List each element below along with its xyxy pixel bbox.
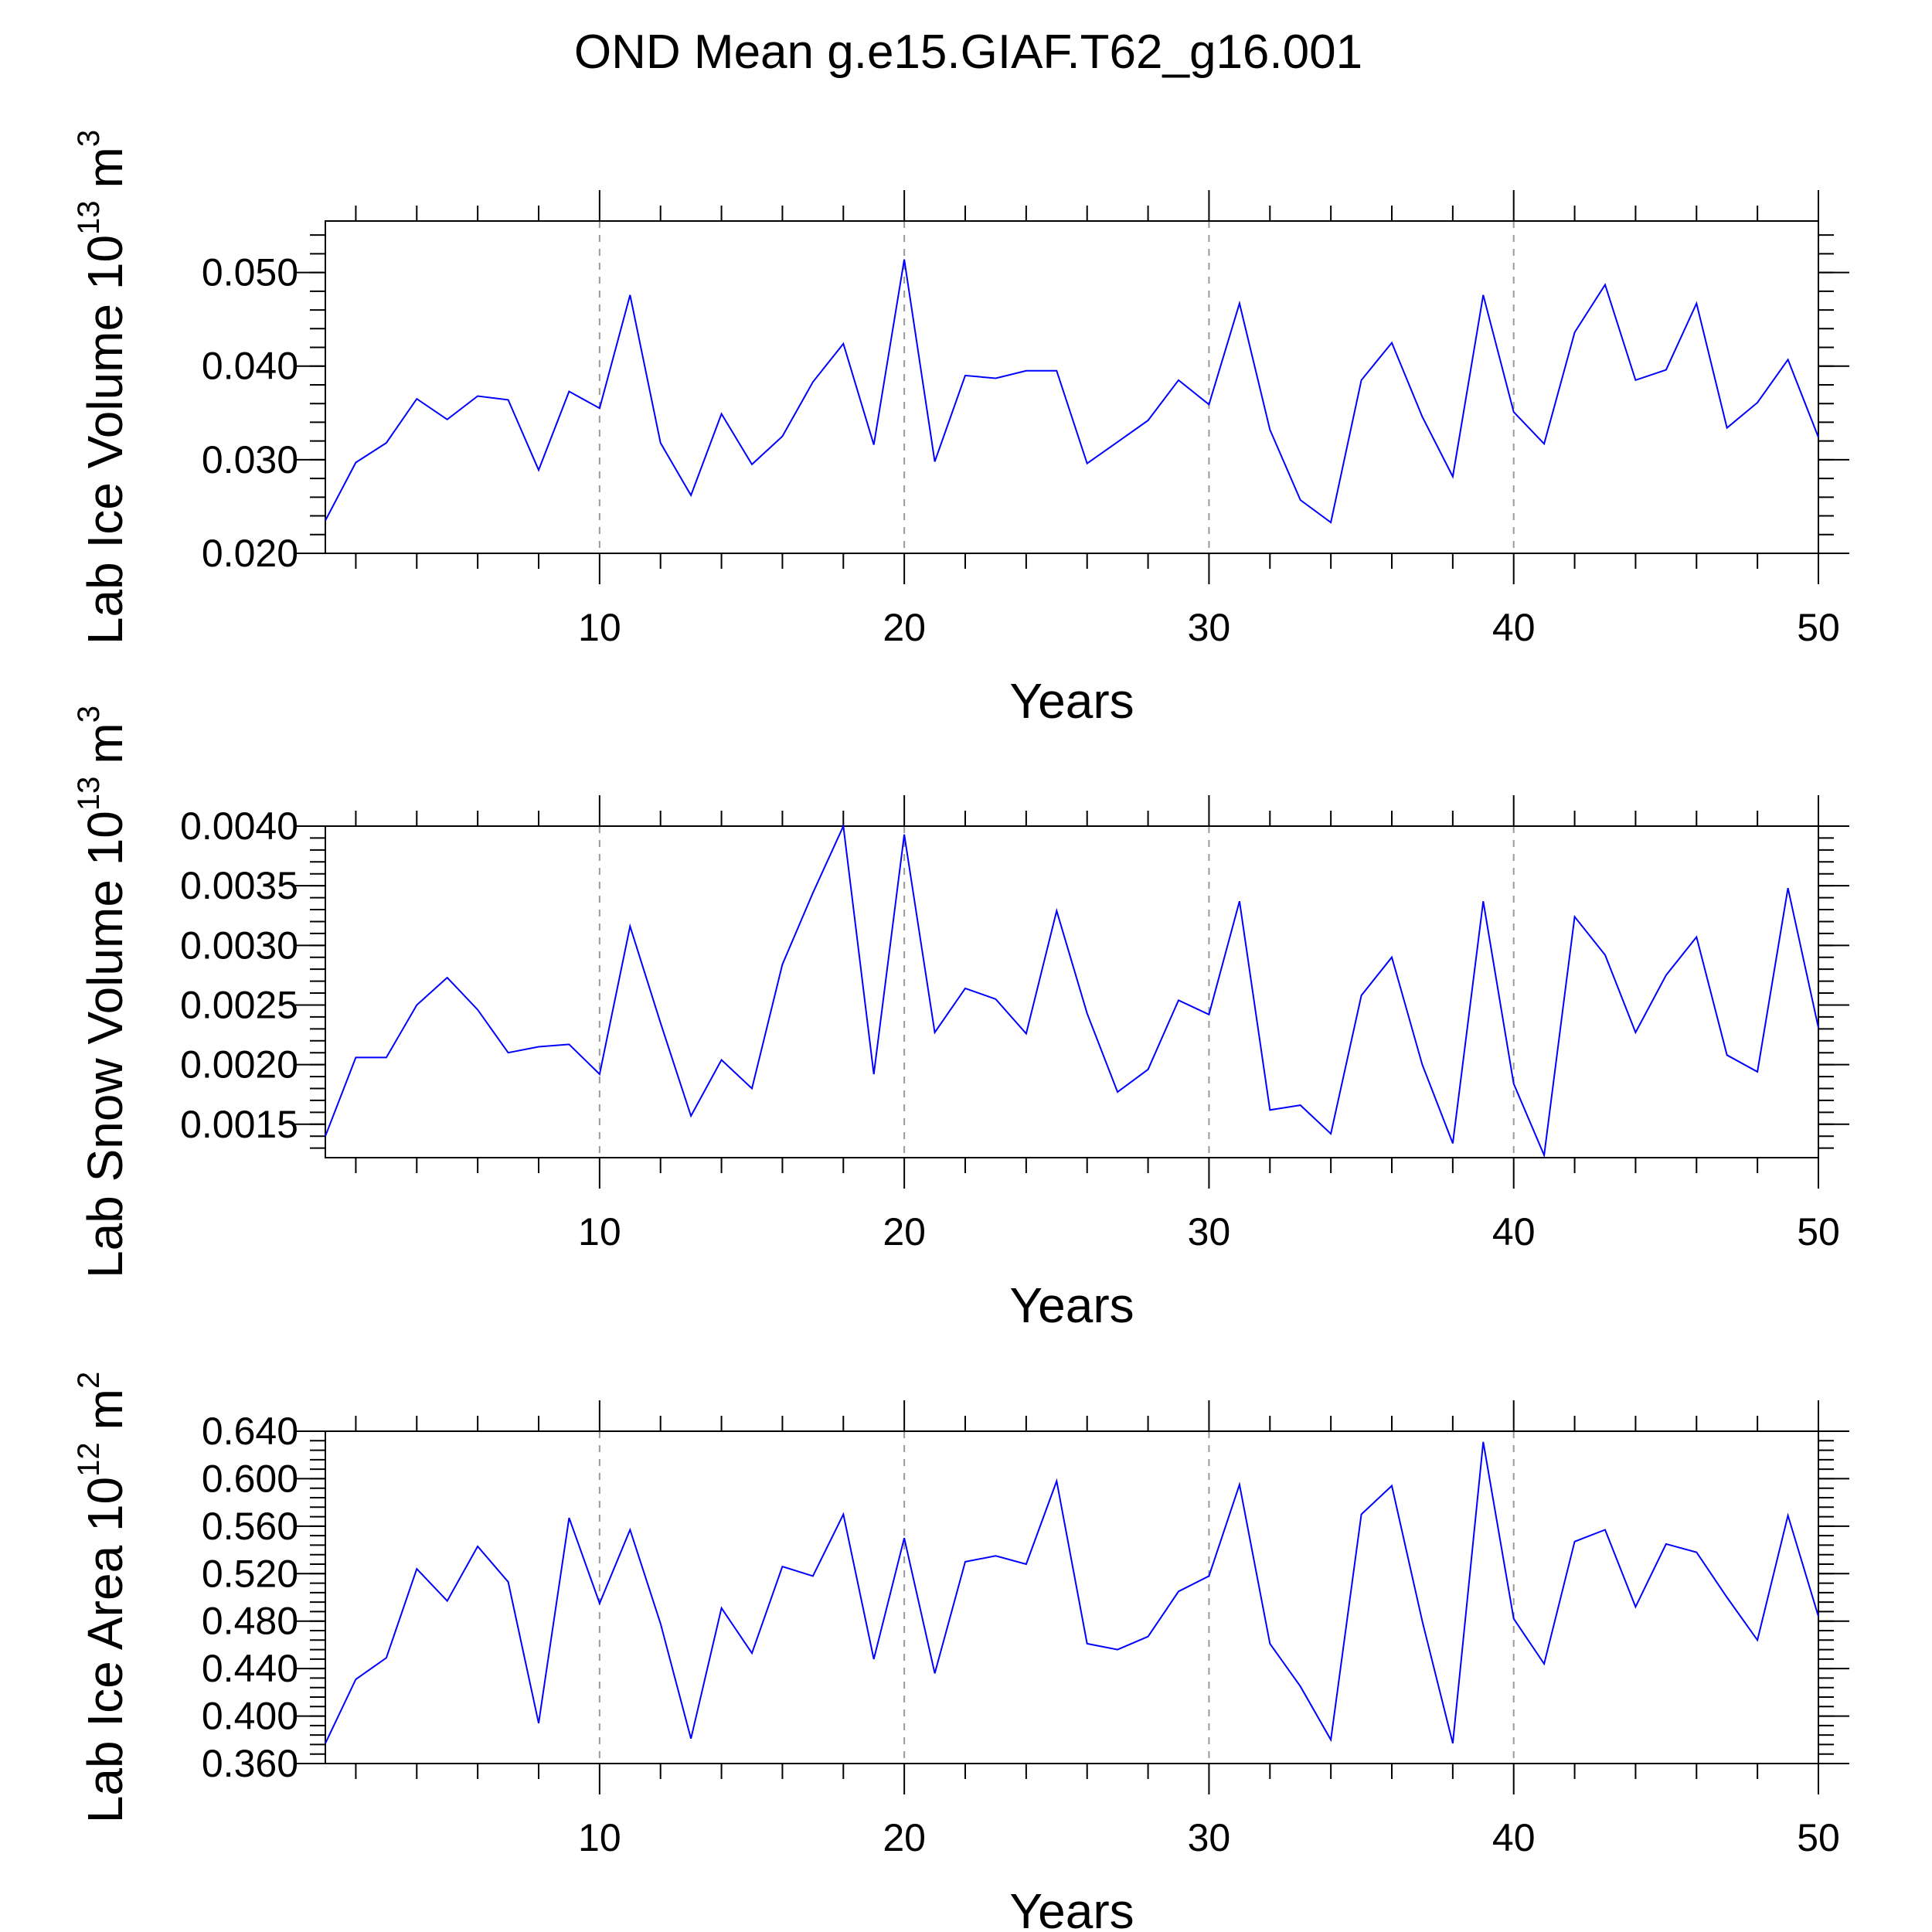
y-tick-label: 0.0030 xyxy=(180,923,298,967)
plot-frame xyxy=(325,1430,1819,1764)
y-axis-label-unit: m xyxy=(77,1389,133,1430)
y-axis-label-unit-exponent: 3 xyxy=(72,130,106,147)
x-tick-label: 10 xyxy=(578,1816,621,1859)
y-axis-label-text: Lab Ice Volume 10 xyxy=(77,235,133,645)
x-tick-label: 40 xyxy=(1492,1816,1536,1859)
x-tick-label: 20 xyxy=(883,1210,926,1253)
y-tick-label: 0.0035 xyxy=(180,864,298,907)
x-tick-label: 30 xyxy=(1188,606,1231,649)
y-axis-label: Lab Ice Volume 1013 m3 xyxy=(72,130,133,645)
y-axis-label-text: Lab Ice Area 10 xyxy=(77,1477,133,1823)
y-axis-label-text: Lab Snow Volume 10 xyxy=(77,811,133,1278)
y-tick-label: 0.600 xyxy=(202,1457,298,1500)
y-tick-label: 0.440 xyxy=(202,1647,298,1690)
y-axis-label: Lab Snow Volume 1013 m3 xyxy=(72,706,133,1278)
y-tick-label: 0.560 xyxy=(202,1505,298,1548)
y-axis-label-unit-exponent: 3 xyxy=(72,706,106,723)
y-tick-label: 0.400 xyxy=(202,1695,298,1738)
y-tick-label: 0.040 xyxy=(202,345,298,388)
series-line xyxy=(325,1441,1819,1744)
y-tick-label: 0.520 xyxy=(202,1552,298,1595)
panel-2: 10 20 30 40 50 0.0015 0.0020 0.0025 0.0030 0.0035… xyxy=(72,706,1849,1333)
y-tick-label: 0.0020 xyxy=(180,1043,298,1087)
x-axis-label: Years xyxy=(1009,1883,1134,1932)
plot-frame xyxy=(325,825,1819,1158)
x-tick-label: 40 xyxy=(1492,1210,1536,1253)
y-tick-label: 0.050 xyxy=(202,251,298,294)
series-line xyxy=(325,259,1819,524)
panel-1: 10 20 30 40 50 0.020 0.030 0.040 0.050 Years Lab I… xyxy=(72,130,1849,729)
x-tick-label: 20 xyxy=(883,1816,926,1859)
y-axis-label-unit: m xyxy=(77,147,133,188)
y-tick-label: 0.360 xyxy=(202,1742,298,1785)
series-line xyxy=(325,823,1819,1158)
y-axis-label-unit-exponent: 2 xyxy=(72,1372,106,1389)
y-axis-label-exponent: 12 xyxy=(72,1442,106,1477)
x-tick-label: 50 xyxy=(1797,1816,1840,1859)
x-tick-label: 50 xyxy=(1797,1210,1840,1253)
y-tick-label: 0.0025 xyxy=(180,983,298,1026)
x-axis-label: Years xyxy=(1009,1277,1134,1333)
x-axis-label: Years xyxy=(1009,673,1134,729)
plot-frame xyxy=(325,220,1819,554)
y-axis-label-exponent: 13 xyxy=(72,200,106,235)
x-tick-label: 10 xyxy=(578,606,621,649)
y-tick-label: 0.640 xyxy=(202,1410,298,1453)
x-tick-label: 40 xyxy=(1492,606,1536,649)
y-axis-label: Lab Ice Area 1012 m2 xyxy=(72,1372,133,1823)
x-tick-label: 30 xyxy=(1188,1816,1231,1859)
x-tick-label: 20 xyxy=(883,606,926,649)
y-tick-label: 0.0015 xyxy=(180,1103,298,1146)
y-tick-label: 0.0040 xyxy=(180,804,298,848)
x-tick-label: 30 xyxy=(1188,1210,1231,1253)
y-tick-label: 0.030 xyxy=(202,438,298,481)
y-axis-label-exponent: 13 xyxy=(72,777,106,811)
y-tick-label: 0.020 xyxy=(202,532,298,575)
chart-title: OND Mean g.e15.GIAF.T62_g16.001 xyxy=(574,26,1362,79)
x-tick-label: 50 xyxy=(1797,606,1840,649)
x-tick-label: 10 xyxy=(578,1210,621,1253)
y-axis-label-unit: m xyxy=(77,723,133,764)
y-tick-label: 0.480 xyxy=(202,1600,298,1643)
